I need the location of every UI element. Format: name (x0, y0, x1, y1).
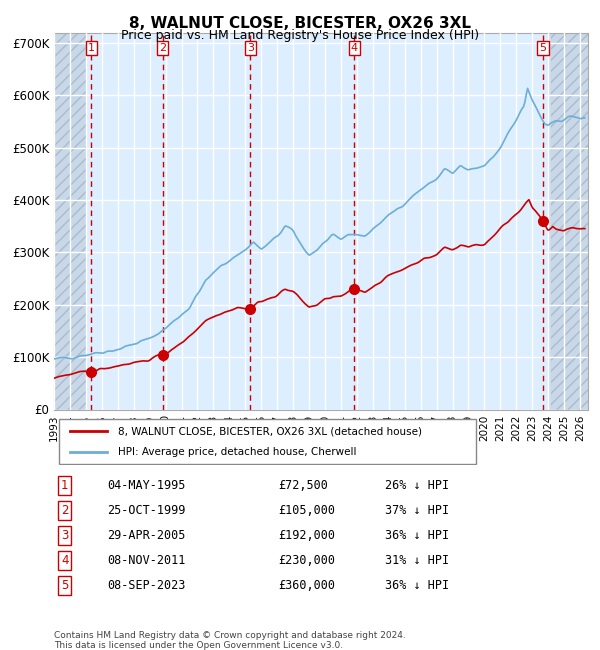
Text: 4: 4 (351, 43, 358, 53)
Text: 3: 3 (61, 529, 68, 542)
Text: £192,000: £192,000 (278, 529, 335, 542)
Bar (551, 32, 588, 410)
Text: 2: 2 (159, 43, 166, 53)
Text: 1: 1 (61, 478, 68, 491)
Text: 8, WALNUT CLOSE, BICESTER, OX26 3XL: 8, WALNUT CLOSE, BICESTER, OX26 3XL (129, 16, 471, 31)
Text: £360,000: £360,000 (278, 579, 335, 592)
Text: 31% ↓ HPI: 31% ↓ HPI (385, 554, 449, 567)
Text: 08-NOV-2011: 08-NOV-2011 (107, 554, 186, 567)
Text: 5: 5 (61, 579, 68, 592)
Text: 08-SEP-2023: 08-SEP-2023 (107, 579, 186, 592)
Text: Contains HM Land Registry data © Crown copyright and database right 2024.
This d: Contains HM Land Registry data © Crown c… (54, 630, 406, 650)
FancyBboxPatch shape (59, 419, 476, 464)
Text: HPI: Average price, detached house, Cherwell: HPI: Average price, detached house, Cher… (118, 447, 356, 457)
Text: 04-MAY-1995: 04-MAY-1995 (107, 478, 186, 491)
Text: Price paid vs. HM Land Registry's House Price Index (HPI): Price paid vs. HM Land Registry's House … (121, 29, 479, 42)
Text: 36% ↓ HPI: 36% ↓ HPI (385, 579, 449, 592)
Text: 4: 4 (61, 554, 68, 567)
Bar (54, 32, 86, 410)
Text: 8, WALNUT CLOSE, BICESTER, OX26 3XL (detached house): 8, WALNUT CLOSE, BICESTER, OX26 3XL (det… (118, 426, 422, 436)
Text: 3: 3 (247, 43, 254, 53)
Text: £72,500: £72,500 (278, 478, 328, 491)
Text: 5: 5 (539, 43, 547, 53)
Text: 1: 1 (88, 43, 95, 53)
Text: 29-APR-2005: 29-APR-2005 (107, 529, 186, 542)
Text: 36% ↓ HPI: 36% ↓ HPI (385, 529, 449, 542)
Bar (548, 32, 588, 410)
Text: 2: 2 (61, 504, 68, 517)
Text: 37% ↓ HPI: 37% ↓ HPI (385, 504, 449, 517)
Text: 25-OCT-1999: 25-OCT-1999 (107, 504, 186, 517)
Text: £105,000: £105,000 (278, 504, 335, 517)
Bar (54, 32, 86, 410)
Text: £230,000: £230,000 (278, 554, 335, 567)
Text: 26% ↓ HPI: 26% ↓ HPI (385, 478, 449, 491)
